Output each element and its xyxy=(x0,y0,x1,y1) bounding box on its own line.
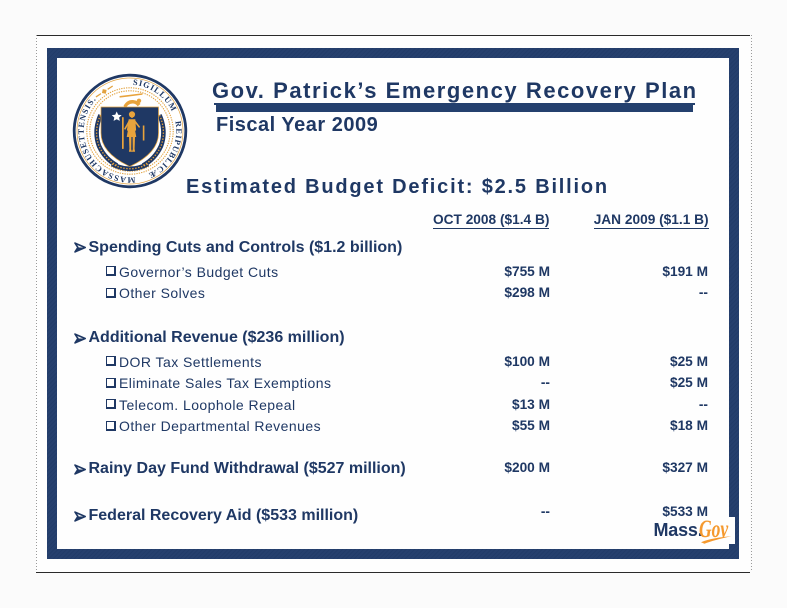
svg-text:Gov: Gov xyxy=(699,514,728,543)
